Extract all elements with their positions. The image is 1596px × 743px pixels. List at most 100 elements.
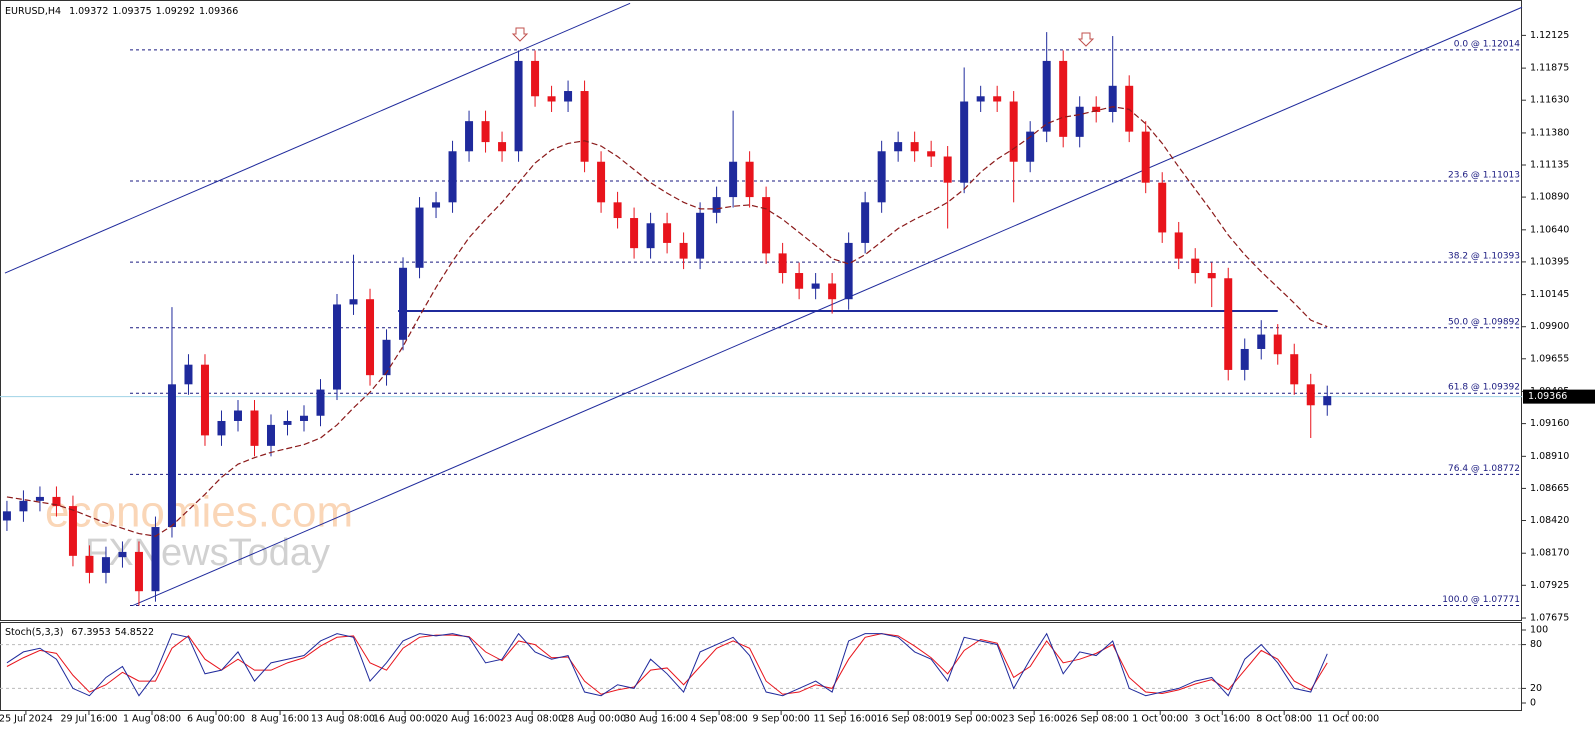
fib-label: 38.2 @ 1.10393 <box>1448 252 1520 262</box>
x-tick-label: 6 Aug 00:00 <box>187 714 245 725</box>
x-tick-label: 29 Jul 16:00 <box>60 714 117 725</box>
candle-body <box>1125 85 1134 132</box>
candle-body <box>35 496 44 501</box>
candle-body <box>101 557 110 573</box>
candle-body <box>547 96 556 102</box>
candle-body <box>514 60 523 152</box>
x-tick-label: 23 Sep 16:00 <box>1002 714 1065 725</box>
y-tick-label: 1.07675 <box>1530 613 1569 624</box>
x-tick-label: 1 Aug 08:00 <box>123 714 181 725</box>
x-tick-label: 8 Aug 16:00 <box>251 714 309 725</box>
candle-body <box>1290 354 1299 385</box>
candle-body <box>1075 106 1084 137</box>
fib-label: 100.0 @ 1.07771 <box>1442 595 1520 605</box>
candle-body <box>613 202 622 219</box>
y-tick-label: 1.12125 <box>1530 30 1569 41</box>
x-tick-label: 8 Oct 08:00 <box>1256 714 1312 725</box>
candle-body <box>432 202 441 208</box>
y-tick-label: 1.07925 <box>1530 580 1569 591</box>
x-tick-label: 13 Aug 08:00 <box>311 714 375 725</box>
candle-body <box>184 364 193 385</box>
candle-body <box>960 101 969 183</box>
candle-body <box>1273 334 1282 355</box>
candle-body <box>1042 60 1051 132</box>
candle-body <box>250 410 259 446</box>
candle-body <box>1257 334 1266 349</box>
candle-body <box>778 253 787 274</box>
x-tick-label: 1 Oct 00:00 <box>1132 714 1188 725</box>
header-title: Stoch(5,3,3) <box>5 627 63 638</box>
candle-body <box>68 506 77 556</box>
candle-body <box>712 197 721 213</box>
candle-body <box>531 60 540 97</box>
candle-body <box>663 223 672 243</box>
candle-body <box>316 389 325 416</box>
y-tick-label: 1.09655 <box>1530 353 1569 364</box>
candle-body <box>1207 273 1216 279</box>
candle-body <box>481 121 490 143</box>
x-tick-label: 9 Sep 00:00 <box>752 714 809 725</box>
candle-body <box>910 142 919 152</box>
trendline <box>4 2 631 274</box>
x-tick-label: 16 Aug 00:00 <box>373 714 437 725</box>
x-tick-label: 20 Aug 16:00 <box>436 714 500 725</box>
candle-body <box>19 500 28 512</box>
fib-label: 61.8 @ 1.09392 <box>1448 383 1520 393</box>
candle-body <box>795 273 804 289</box>
candle-body <box>399 267 408 340</box>
candle-body <box>745 161 754 198</box>
y-tick-label: 1.08910 <box>1530 451 1569 462</box>
candle-body <box>828 283 837 300</box>
x-tick-label: 16 Sep 08:00 <box>877 714 940 725</box>
candle-body <box>167 384 176 528</box>
candle-body <box>976 96 985 102</box>
fib-label: 76.4 @ 1.08772 <box>1448 464 1520 474</box>
fib-label: 23.6 @ 1.11013 <box>1448 170 1520 180</box>
candle-body <box>597 161 606 203</box>
y-tick-label: 1.08665 <box>1530 483 1569 494</box>
y-tick-label: 1.11875 <box>1530 63 1569 74</box>
candle-body <box>679 242 688 259</box>
candle-body <box>927 151 936 157</box>
candle-body <box>151 527 160 592</box>
header-title: EURUSD,H4 <box>5 6 61 17</box>
y-tick-label: 1.11630 <box>1530 95 1569 106</box>
candle-body <box>333 304 342 390</box>
x-tick-label: 3 Oct 16:00 <box>1194 714 1250 725</box>
candle-body <box>498 142 507 152</box>
candle-body <box>300 415 309 421</box>
y-tick-label: 1.09160 <box>1530 418 1569 429</box>
header-value: 67.3953 <box>71 627 110 638</box>
y-tick-label: 1.10890 <box>1530 192 1569 203</box>
candle-body <box>1191 258 1200 274</box>
x-tick-label: 23 Aug 08:00 <box>500 714 564 725</box>
candle-body <box>564 91 573 102</box>
header-value: 1.09366 <box>199 6 238 17</box>
candle-body <box>1141 131 1150 183</box>
candle-body <box>465 121 474 152</box>
candle-body <box>1174 232 1183 259</box>
header-value: 1.09375 <box>112 6 151 17</box>
candle-body <box>877 151 886 203</box>
header-value: 1.09372 <box>69 6 108 17</box>
x-tick-label: 25 Jul 2024 <box>0 714 53 725</box>
x-tick-label: 11 Sep 16:00 <box>813 714 876 725</box>
candle-body <box>1323 396 1332 406</box>
candle-body <box>200 364 209 436</box>
y-tick-label: 0 <box>1530 698 1536 709</box>
candle-body <box>382 339 391 376</box>
stoch-line <box>6 632 1328 697</box>
candle-body <box>217 420 226 436</box>
candle-body <box>134 551 143 592</box>
candle-body <box>580 91 589 162</box>
candle-body <box>349 299 358 305</box>
trendline <box>132 6 1523 606</box>
arrow-marker <box>511 27 529 42</box>
candle-body <box>52 496 61 507</box>
candle-body <box>729 161 738 198</box>
y-tick-label: 100 <box>1530 625 1548 636</box>
fib-label: 0.0 @ 1.12014 <box>1454 39 1521 49</box>
current-price-label: 1.09366 <box>1528 391 1567 402</box>
y-tick-label: 20 <box>1530 683 1542 694</box>
